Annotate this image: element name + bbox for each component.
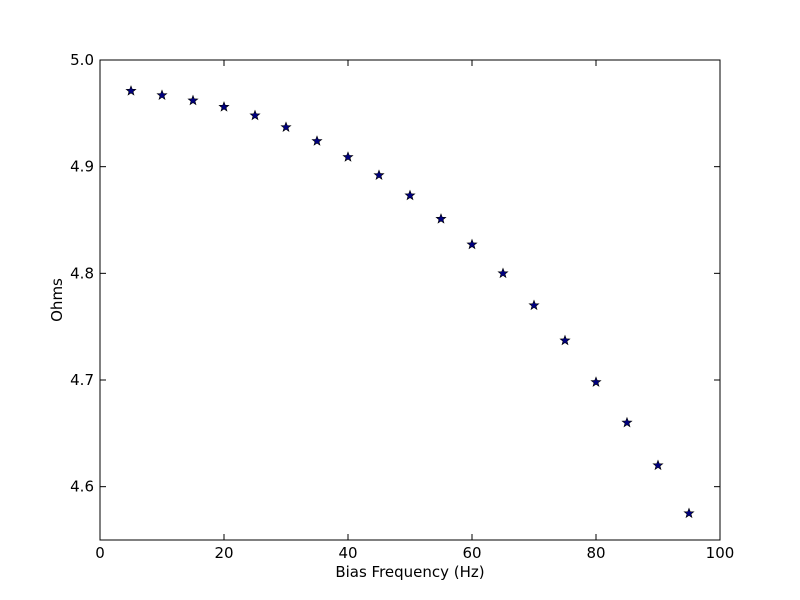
y-tick-label: 4.6 [70,478,94,496]
y-tick-label: 4.9 [70,158,94,176]
plot-frame [99,59,721,541]
x-tick-label: 0 [95,544,105,562]
data-point-star [218,101,230,112]
data-point-star [590,376,602,387]
data-point-star [125,85,137,96]
data-point-star [156,89,168,100]
y-tick-label: 4.8 [70,264,94,282]
data-point-star [559,334,571,346]
data-point-star [435,213,447,224]
data-point-star [311,135,323,146]
data-point-star [342,151,354,162]
data-point-star [373,169,385,180]
data-point-star [652,459,664,471]
y-tick-label: 4.7 [70,371,94,389]
data-point-star [528,299,540,311]
data-point-star [404,189,416,201]
data-point-star [497,267,509,279]
data-point-star [683,507,695,519]
x-tick-label: 40 [338,544,357,562]
x-tick-label: 80 [586,544,605,562]
points-layer [125,85,695,519]
ticks-layer: 0 20 40 60 80 100 4.6 4.7 4.8 4.9 5.0 [70,51,734,562]
data-point-star [249,109,261,121]
y-axis-label: Ohms [48,278,66,322]
x-axis-label: Bias Frequency (Hz) [335,563,484,581]
data-point-star [466,238,478,250]
x-tick-label: 20 [214,544,233,562]
data-point-star [621,416,633,428]
data-point-star [280,121,292,132]
data-point-star [187,94,199,106]
x-tick-label: 60 [462,544,481,562]
x-tick-label: 100 [706,544,735,562]
y-tick-label: 5.0 [70,51,94,69]
